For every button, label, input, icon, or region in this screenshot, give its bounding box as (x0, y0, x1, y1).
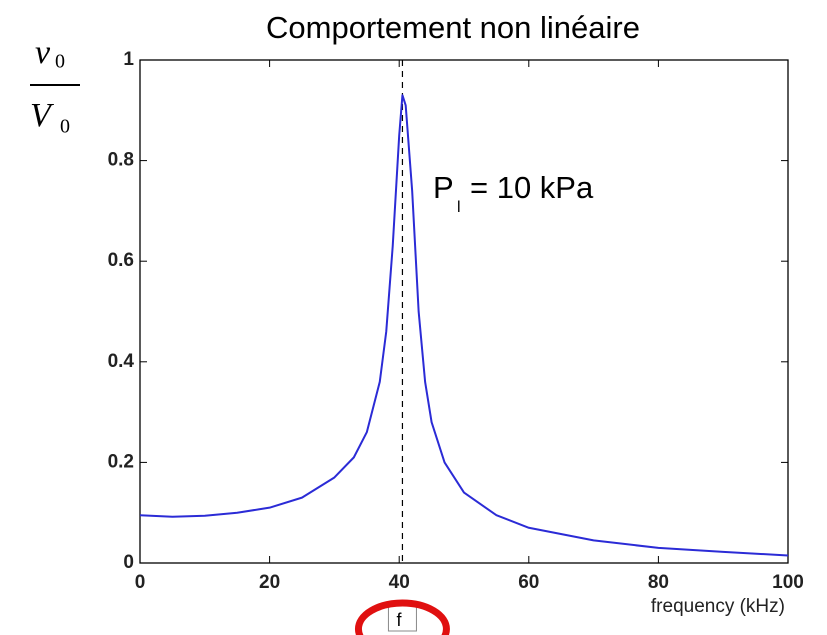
y-label-denominator: V (30, 97, 55, 134)
y-tick-label: 0.8 (108, 150, 134, 171)
highlight-circle (354, 599, 450, 635)
x-tick-label: 20 (259, 572, 280, 593)
x-axis-label: frequency (kHz) (651, 596, 785, 617)
plot-frame (139, 59, 789, 564)
y-tick-label: 0.6 (108, 250, 134, 271)
y-tick-label: 0.4 (108, 351, 135, 372)
annotation: P (433, 170, 454, 205)
x-tick-label: 0 (135, 572, 146, 593)
y-tick-label: 0 (123, 552, 134, 573)
y-axis-label: v 0 V 0 (30, 34, 80, 138)
data-line (139, 94, 789, 557)
y-label-numerator: v (35, 34, 51, 71)
x-tick-label: 80 (648, 572, 669, 593)
y-tick-label: 0.2 (108, 451, 134, 472)
annotation-rest: = 10 kPa (470, 170, 594, 205)
x-tick-label: 100 (772, 572, 804, 593)
annotation-sub: l (457, 199, 461, 216)
y-tick-label: 1 (123, 49, 134, 70)
chart-title: Comportement non linéaire (266, 10, 640, 45)
y-label-denominator-sub: 0 (60, 116, 70, 138)
x-tick-label: 60 (518, 572, 539, 593)
y-label-numerator-sub: 0 (55, 51, 65, 73)
x-tick-label: 40 (389, 572, 410, 593)
marker-box (387, 602, 417, 632)
marker-label: f (396, 610, 402, 630)
